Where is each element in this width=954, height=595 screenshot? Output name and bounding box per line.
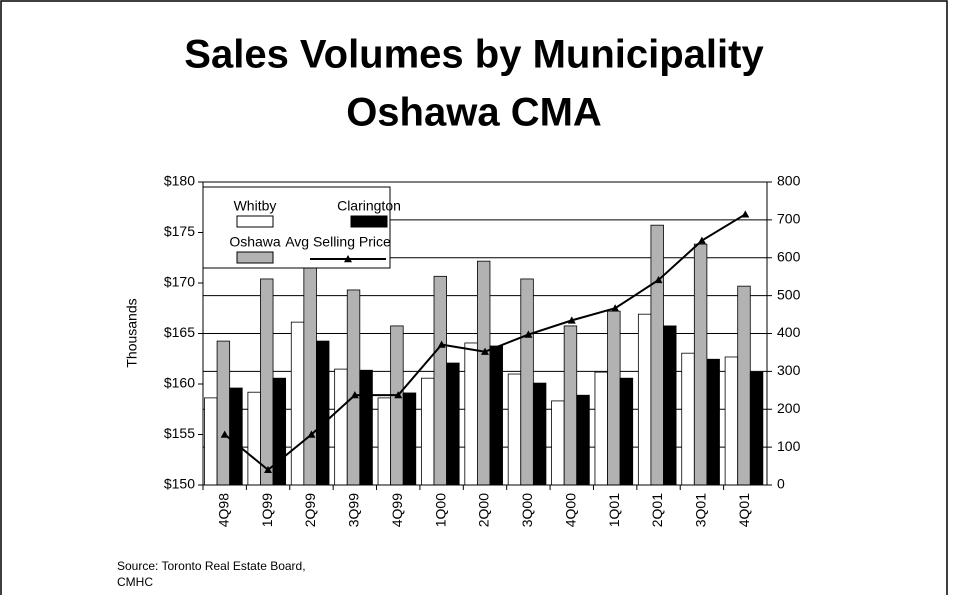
bar: [464, 342, 478, 486]
bar: [594, 371, 608, 486]
chart-subtitle: Oshawa CMA: [346, 91, 602, 135]
x-tick-label: 3Q00: [519, 493, 535, 527]
bar: [421, 377, 435, 486]
bar: [390, 325, 404, 486]
bar: [446, 362, 460, 486]
bar: [402, 392, 417, 486]
y2-tick-label: 0: [777, 476, 785, 492]
x-tick-label: 1Q01: [606, 493, 622, 527]
bar: [576, 394, 590, 486]
bar: [693, 243, 708, 486]
bar: [737, 285, 751, 486]
y-tick-label: $155: [164, 425, 195, 441]
bar: [272, 377, 287, 486]
bar: [507, 373, 522, 486]
marker: [350, 391, 359, 399]
marker: [697, 236, 706, 244]
bar: [724, 356, 739, 486]
y2-tick-label: 500: [777, 286, 801, 302]
x-tick-label: 1Q00: [432, 493, 448, 527]
bar: [520, 278, 534, 486]
legend-marker: [344, 255, 352, 263]
legend-label: Oshawa: [229, 234, 281, 250]
bar: [663, 325, 677, 486]
marker: [394, 391, 403, 399]
y-tick-label: $160: [164, 375, 195, 391]
y2-tick-label: 100: [777, 438, 801, 454]
x-tick-label: 4Q00: [562, 493, 578, 527]
bar: [681, 352, 695, 486]
bar: [563, 325, 578, 486]
marker: [524, 330, 533, 338]
source: Source: Toronto Real Estate Board,: [117, 559, 306, 573]
y-tick-label: $150: [164, 476, 195, 492]
bar: [290, 321, 305, 486]
marker: [654, 275, 663, 284]
marker: [611, 304, 620, 312]
plot-border: [202, 181, 768, 486]
y2-tick-label: 400: [777, 324, 801, 340]
bar: [216, 340, 231, 486]
legend-swatch: [236, 251, 274, 264]
bar: [377, 397, 392, 486]
bar: [247, 391, 261, 486]
bar: [303, 249, 317, 486]
y2-tick-label: 600: [777, 248, 801, 264]
bar: [489, 345, 503, 486]
source: CMHC: [117, 575, 153, 589]
x-tick-label: 3Q01: [693, 493, 709, 527]
bar: [476, 260, 491, 486]
bar: [260, 278, 274, 486]
y2-tick-label: 300: [777, 362, 801, 378]
y2-tick-label: 200: [777, 400, 801, 416]
bar: [637, 313, 652, 486]
legend-swatch: [236, 215, 274, 228]
chart-title: Sales Volumes by Municipality: [184, 33, 764, 77]
x-tick-label: 2Q99: [302, 493, 318, 527]
bar: [619, 377, 634, 486]
x-tick-label: 1Q99: [259, 493, 275, 527]
x-tick-label: 4Q99: [389, 493, 405, 527]
marker: [567, 316, 576, 324]
x-tick-label: 4Q01: [736, 493, 752, 527]
x-tick-label: 2Q00: [476, 493, 492, 527]
y2-tick-label: 700: [777, 211, 801, 227]
x-tick-label: 2Q01: [649, 493, 665, 527]
marker: [307, 430, 316, 438]
legend-label: Clarington: [337, 198, 401, 214]
marker: [481, 347, 489, 355]
bar: [204, 397, 218, 486]
bar: [650, 224, 664, 486]
y-tick-label: $165: [164, 324, 195, 340]
bar: [433, 275, 447, 486]
y2-tick-label: 800: [777, 173, 801, 189]
y-tick-label: $180: [164, 173, 195, 189]
y-tick-label: $170: [164, 274, 195, 290]
bar: [607, 310, 621, 486]
bar: [706, 358, 720, 486]
x-tick-label: 4Q98: [215, 493, 231, 527]
bar: [346, 289, 361, 486]
marker: [220, 430, 229, 438]
bar: [749, 371, 764, 486]
legend-swatch: [350, 215, 388, 228]
x-tick-label: 3Q99: [346, 493, 362, 527]
marker: [437, 340, 446, 348]
marker: [264, 465, 273, 474]
bar: [551, 400, 565, 486]
bar: [334, 368, 348, 486]
marker: [741, 210, 750, 218]
bar: [229, 387, 243, 486]
bar: [316, 340, 330, 486]
y-tick-label: $175: [164, 223, 195, 239]
legend-label: Avg Selling Price: [285, 234, 391, 250]
y-axis-label: Thousands: [124, 298, 140, 367]
legend-label: Whitby: [234, 198, 277, 214]
bar: [532, 382, 547, 486]
bar: [359, 369, 373, 486]
